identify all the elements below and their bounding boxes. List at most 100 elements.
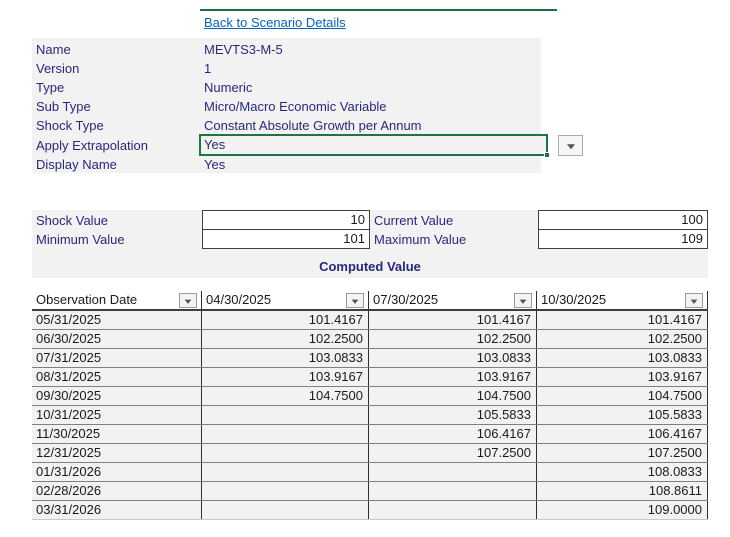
- value-cell[interactable]: 102.2500: [537, 330, 708, 348]
- observation-date-cell[interactable]: 01/31/2026: [32, 463, 202, 481]
- back-to-scenario-details-link[interactable]: Back to Scenario Details: [204, 15, 346, 30]
- type-label: Type: [36, 80, 65, 95]
- filter-icon: [184, 299, 192, 304]
- field-row-apply-extrapolation: Apply Extrapolation: [32, 136, 541, 155]
- table-row: 11/30/2025 106.4167 106.4167: [32, 425, 708, 444]
- field-row-shock-type: Shock Type Constant Absolute Growth per …: [32, 116, 541, 135]
- shock-value-label: Shock Value: [36, 213, 109, 228]
- minimum-value-box[interactable]: 101: [202, 229, 370, 249]
- observation-date-header[interactable]: Observation Date: [32, 291, 202, 309]
- value-cell[interactable]: 101.4167: [369, 311, 537, 329]
- table-row: 07/31/2025 103.0833 103.0833 103.0833: [32, 349, 708, 368]
- observation-date-cell[interactable]: 10/31/2025: [32, 406, 202, 424]
- apply-extrapolation-cell[interactable]: Yes: [199, 134, 550, 158]
- value-cell[interactable]: 101.4167: [202, 311, 369, 329]
- observation-date-filter-button[interactable]: [179, 293, 197, 308]
- apply-extrapolation-dropdown-button[interactable]: [558, 135, 583, 156]
- value-cell[interactable]: 103.0833: [537, 349, 708, 367]
- table-row: 03/31/2026 109.0000: [32, 501, 708, 520]
- value-cell[interactable]: [202, 482, 369, 500]
- shock-value-box[interactable]: 10: [202, 210, 370, 230]
- current-value-label: Current Value: [374, 213, 454, 228]
- observation-date-cell[interactable]: 08/31/2025: [32, 368, 202, 386]
- value-cell[interactable]: 107.2500: [369, 444, 537, 462]
- filter-icon: [519, 299, 527, 304]
- name-label: Name: [36, 42, 71, 57]
- value-cell[interactable]: 104.7500: [369, 387, 537, 405]
- observation-date-cell[interactable]: 07/31/2025: [32, 349, 202, 367]
- table-row: 01/31/2026 108.0833: [32, 463, 708, 482]
- field-row-version: Version 1: [32, 59, 541, 78]
- shock-type-value[interactable]: Constant Absolute Growth per Annum: [204, 118, 422, 133]
- apply-extrapolation-value: Yes: [204, 137, 226, 152]
- value-cell[interactable]: 108.8611: [537, 482, 708, 500]
- table-row: 05/31/2025 101.4167 101.4167 101.4167: [32, 311, 708, 330]
- value-cell[interactable]: [202, 444, 369, 462]
- observation-date-cell[interactable]: 03/31/2026: [32, 501, 202, 519]
- column-1-header[interactable]: 04/30/2025: [202, 291, 369, 309]
- computed-value-table: Observation Date 04/30/2025 07/30/2025 1…: [32, 291, 708, 520]
- value-cell[interactable]: 104.7500: [202, 387, 369, 405]
- display-name-value[interactable]: Yes: [204, 157, 226, 172]
- value-cell[interactable]: 103.0833: [202, 349, 369, 367]
- current-value-box[interactable]: 100: [538, 210, 708, 230]
- value-cell[interactable]: 106.4167: [537, 425, 708, 443]
- value-cell[interactable]: [369, 463, 537, 481]
- type-value[interactable]: Numeric: [204, 80, 253, 95]
- value-cell[interactable]: [369, 501, 537, 519]
- maximum-value-box[interactable]: 109: [538, 229, 708, 249]
- filter-icon: [690, 299, 698, 304]
- minimum-value-label: Minimum Value: [36, 232, 125, 247]
- display-name-label: Display Name: [36, 157, 117, 172]
- observation-date-cell[interactable]: 05/31/2025: [32, 311, 202, 329]
- column-3-header-label: 10/30/2025: [541, 292, 607, 307]
- observation-date-cell[interactable]: 02/28/2026: [32, 482, 202, 500]
- table-row: 06/30/2025 102.2500 102.2500 102.2500: [32, 330, 708, 349]
- value-cell[interactable]: 104.7500: [537, 387, 708, 405]
- value-cell[interactable]: [202, 501, 369, 519]
- value-cell[interactable]: 102.2500: [369, 330, 537, 348]
- column-3-filter-button[interactable]: [685, 293, 703, 308]
- value-cell[interactable]: 108.0833: [537, 463, 708, 481]
- observation-date-cell[interactable]: 06/30/2025: [32, 330, 202, 348]
- value-cell[interactable]: 106.4167: [369, 425, 537, 443]
- value-cell[interactable]: [369, 482, 537, 500]
- table-row: 08/31/2025 103.9167 103.9167 103.9167: [32, 368, 708, 387]
- value-cell[interactable]: 103.9167: [537, 368, 708, 386]
- field-row-sub-type: Sub Type Micro/Macro Economic Variable: [32, 97, 541, 116]
- table-row: 10/31/2025 105.5833 105.5833: [32, 406, 708, 425]
- field-row-type: Type Numeric: [32, 78, 541, 97]
- value-cell[interactable]: 107.2500: [537, 444, 708, 462]
- column-2-header-label: 07/30/2025: [373, 292, 439, 307]
- observation-date-cell[interactable]: 09/30/2025: [32, 387, 202, 405]
- column-1-filter-button[interactable]: [346, 293, 364, 308]
- value-cell[interactable]: 103.9167: [202, 368, 369, 386]
- table-body: 05/31/2025 101.4167 101.4167 101.4167 06/30/…: [32, 311, 708, 520]
- value-cell[interactable]: [202, 425, 369, 443]
- value-cell[interactable]: 105.5833: [537, 406, 708, 424]
- apply-extrapolation-label: Apply Extrapolation: [36, 138, 149, 153]
- version-value[interactable]: 1: [204, 61, 212, 76]
- value-cell[interactable]: 109.0000: [537, 501, 708, 519]
- observation-date-cell[interactable]: 11/30/2025: [32, 425, 202, 443]
- value-cell[interactable]: 102.2500: [202, 330, 369, 348]
- maximum-value-label: Maximum Value: [374, 232, 467, 247]
- column-2-header[interactable]: 07/30/2025: [369, 291, 537, 309]
- name-value[interactable]: MEVTS3-M-5: [204, 42, 283, 57]
- column-2-filter-button[interactable]: [514, 293, 532, 308]
- value-cell[interactable]: 103.9167: [369, 368, 537, 386]
- table-row: 09/30/2025 104.7500 104.7500 104.7500: [32, 387, 708, 406]
- value-cell[interactable]: 101.4167: [537, 311, 708, 329]
- value-cell[interactable]: [202, 463, 369, 481]
- sub-type-label: Sub Type: [36, 99, 91, 114]
- chevron-down-icon: [566, 143, 575, 149]
- observation-date-cell[interactable]: 12/31/2025: [32, 444, 202, 462]
- back-link-row: Back to Scenario Details: [204, 14, 346, 32]
- cell-fill-handle[interactable]: [544, 152, 550, 158]
- column-3-header[interactable]: 10/30/2025: [537, 291, 708, 309]
- value-cell[interactable]: 105.5833: [369, 406, 537, 424]
- value-cell[interactable]: [202, 406, 369, 424]
- value-cell[interactable]: 103.0833: [369, 349, 537, 367]
- sub-type-value[interactable]: Micro/Macro Economic Variable: [204, 99, 387, 114]
